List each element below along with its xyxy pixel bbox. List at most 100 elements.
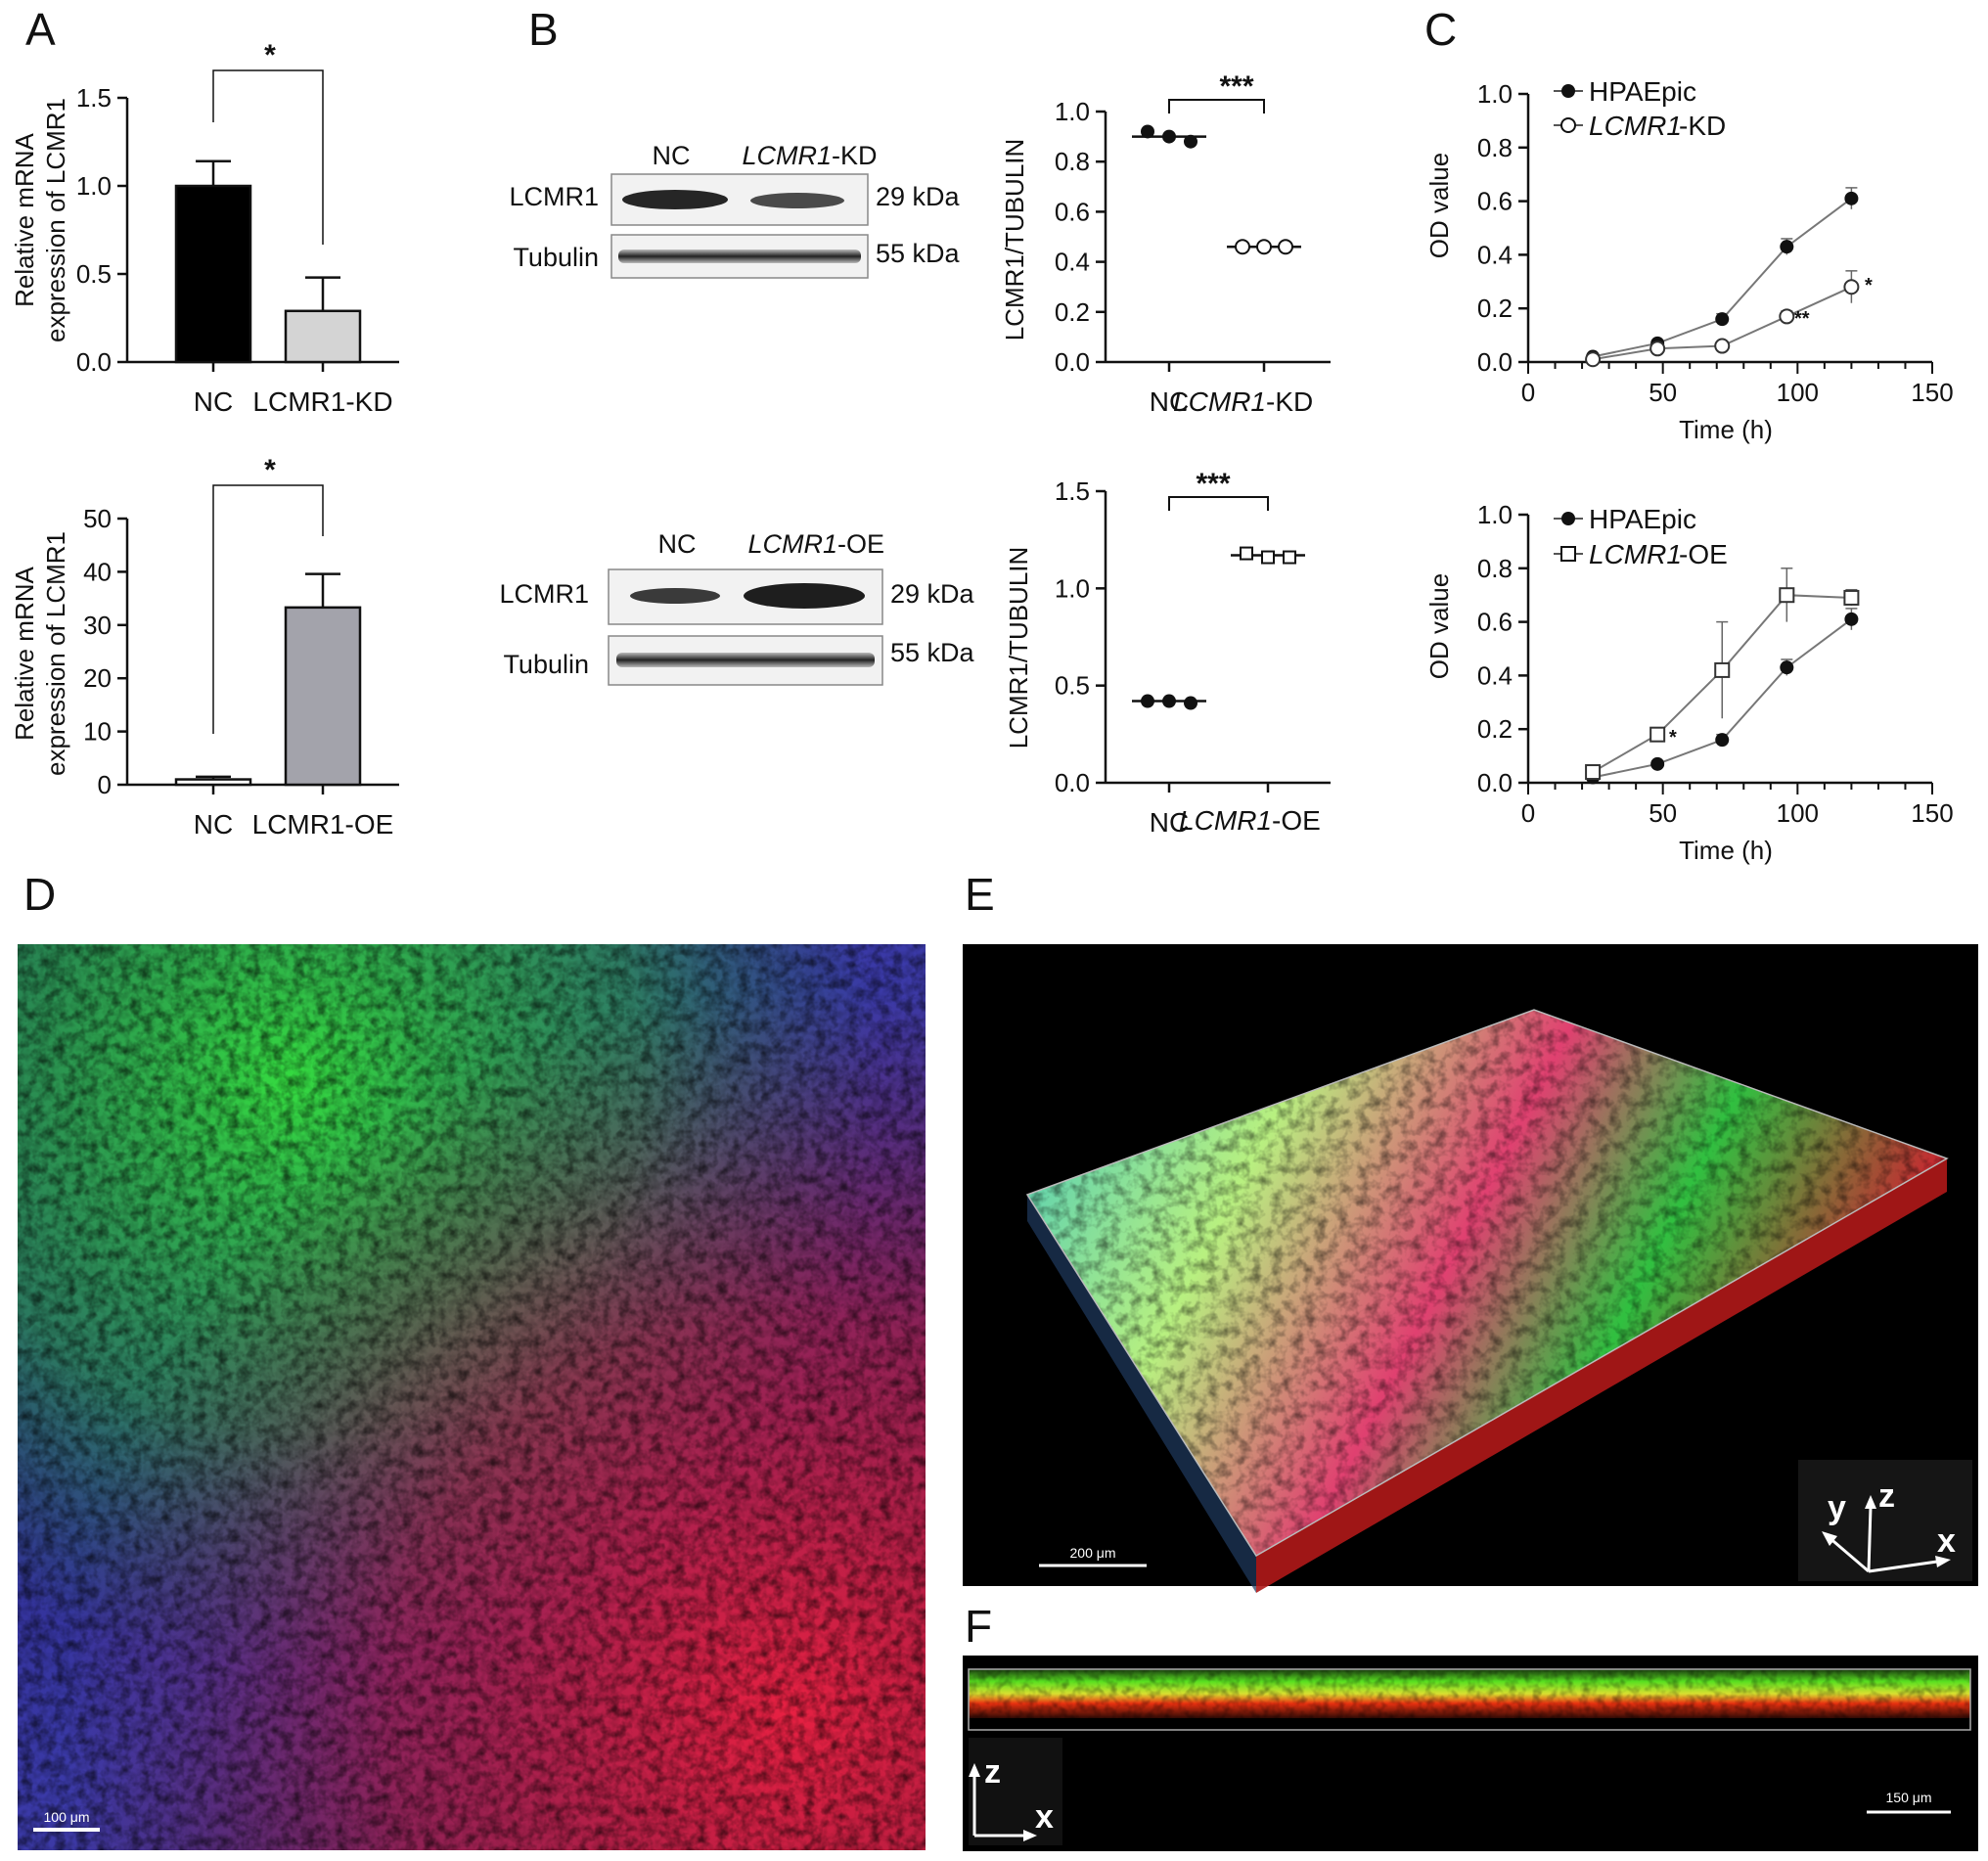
blot-kd-row-tubulin: Tubulin <box>513 243 599 272</box>
blot-oe-tubulin-band <box>616 653 875 667</box>
B_bottom-significance-bracket <box>1168 496 1269 511</box>
image-e-axis-z-arrow <box>1865 1495 1876 1509</box>
panel-letter-a: A <box>25 4 56 55</box>
c-bottom-xlabel: Time (h) <box>1679 836 1773 865</box>
blot-kd-lane-suffix: -KD <box>832 141 878 170</box>
blot-kd-kda-55: 55 kDa <box>876 239 961 268</box>
image-f-axis-x-label: x <box>1035 1798 1054 1836</box>
western-blot-oe: NC LCMR1 -OE LCMR1 Tubulin 29 kDa 55 kDa <box>499 529 975 686</box>
microscopy-image-e: 200 μm y z x <box>963 944 1978 1593</box>
image-e-axis-y-label: y <box>1828 1489 1846 1526</box>
C_top-ytick-label: 0.8 <box>1477 133 1513 162</box>
A_top-bar <box>284 309 362 364</box>
A_top-ytick-label: 0.0 <box>76 347 112 377</box>
blot-oe-row-lcmr1: LCMR1 <box>499 579 589 609</box>
A_top-ytick-label: 0.5 <box>76 259 112 289</box>
A_bottom-ytick-label: 0 <box>98 770 112 799</box>
c-bottom-legend-oe-suffix: -OE <box>1679 539 1728 569</box>
B_top-ytick-label: 1.0 <box>1055 97 1090 126</box>
B_bottom-point <box>1283 550 1296 565</box>
image-e-axis-gizmo: y z x <box>1798 1460 1972 1581</box>
c-bottom-legend: HPAEpic LCMR1 -OE <box>1554 504 1728 569</box>
chart-c-bottom: 0.0 0.2 0.4 0.6 0.8 1.0 0 50 100 150 * <box>1477 500 1954 828</box>
C_bottom-ytick-label: 1.0 <box>1477 500 1513 529</box>
panel-letter-f: F <box>965 1601 992 1652</box>
A_bottom-ytick-label: 30 <box>83 611 112 640</box>
c-bottom-ylabel: OD value <box>1424 573 1454 679</box>
c-bottom-legend-hpaepic: HPAEpic <box>1589 504 1696 534</box>
B_bottom-category-label: NC <box>1150 807 1189 838</box>
C_bottom-point <box>1715 733 1730 748</box>
image-e-axis-z-label: z <box>1878 1477 1895 1515</box>
B_top-point <box>1256 239 1272 255</box>
a-top-significance: * <box>264 39 276 71</box>
b-bottom-significance: *** <box>1196 468 1230 500</box>
blot-kd-row-lcmr1: LCMR1 <box>509 182 599 211</box>
C_bottom-point <box>1585 764 1602 781</box>
image-e-axis-x-label: x <box>1937 1522 1956 1560</box>
A_top-ytick-label: 1.0 <box>76 171 112 201</box>
image-f-axis-z-arrow <box>969 1763 980 1777</box>
B_bottom-point <box>1240 546 1253 561</box>
C_top-series-line <box>1592 198 1852 358</box>
blot-kd-tubulin-band <box>618 250 861 263</box>
c-bottom-significance-48h: * <box>1669 727 1677 749</box>
B_bottom-point <box>1162 694 1176 708</box>
C_top-point <box>1714 338 1731 354</box>
image-e-volume-texture <box>1027 1010 1947 1556</box>
C_top-point <box>1780 240 1794 254</box>
chart-b-top: 0.0 0.2 0.4 0.6 0.8 1.0 NC <box>1055 97 1331 417</box>
C_bottom-point <box>1844 612 1859 626</box>
b-bottom-ylabel: LCMR1/TUBULIN <box>1004 547 1033 749</box>
blot-kd-lcmr1-band-kd <box>750 193 844 208</box>
A_bottom-category-label: NC <box>194 809 233 840</box>
image-f-axis-z-label: z <box>984 1753 1001 1791</box>
blot-oe-lcmr1-band-oe <box>744 583 865 609</box>
A_bottom-ytick-label: 40 <box>83 557 112 586</box>
c-top-legend-marker-hpaepic <box>1561 84 1575 98</box>
B_top-point <box>1184 134 1197 149</box>
western-blot-kd: NC LCMR1 -KD LCMR1 Tubulin 29 kDa 55 kDa <box>509 141 961 279</box>
B_bottom-point <box>1184 696 1197 710</box>
C_top-point <box>1649 340 1666 357</box>
B_bottom-ytick-label: 0.0 <box>1055 768 1090 797</box>
image-e-volume-edge <box>1027 1195 1256 1593</box>
C_top-ytick-label: 1.0 <box>1477 79 1513 109</box>
image-e-scalebar-label: 200 μm <box>1070 1545 1116 1561</box>
c-top-legend-marker-kd <box>1560 117 1576 133</box>
B_bottom-ytick-label: 0.5 <box>1055 671 1090 701</box>
blot-kd-kda-29: 29 kDa <box>876 182 961 211</box>
microscopy-image-d: 100 μm <box>18 944 926 1850</box>
c-top-significance-120h: * <box>1865 275 1873 296</box>
image-f-texture <box>969 1669 1970 1718</box>
B_bottom-ytick-label: 1.0 <box>1055 573 1090 603</box>
C_bottom-xtick-label: 0 <box>1521 798 1535 828</box>
panel-letter-d: D <box>23 869 56 920</box>
c-bottom-legend-oe-gene: LCMR1 <box>1589 539 1682 569</box>
B_top-ytick-label: 0.6 <box>1055 197 1090 226</box>
blot-kd-lane-gene: LCMR1 <box>742 141 832 170</box>
blot-kd-lane-nc: NC <box>653 141 691 170</box>
B_top-point <box>1235 239 1250 255</box>
c-top-legend-hpaepic: HPAEpic <box>1589 76 1696 107</box>
B_top-point <box>1162 129 1176 144</box>
C_top-point <box>1844 191 1859 205</box>
a-top-ylabel-2: expression of LCMR1 <box>41 98 70 342</box>
A_bottom-ytick-label: 10 <box>83 717 112 747</box>
C_top-xtick-label: 0 <box>1521 378 1535 407</box>
c-top-legend-kd-suffix: -KD <box>1679 111 1726 141</box>
A_bottom-ytick-label: 20 <box>83 663 112 693</box>
C_top-ytick-label: 0.2 <box>1477 294 1513 323</box>
a-bottom-significance: * <box>264 454 276 486</box>
C_bottom-xtick-label: 50 <box>1649 798 1677 828</box>
a-bottom-ylabel-2: expression of LCMR1 <box>41 531 70 776</box>
chart-b-bottom: 0.0 0.5 1.0 1.5 NC <box>1055 477 1331 838</box>
blot-oe-row-tubulin: Tubulin <box>503 650 589 679</box>
blot-oe-kda-55: 55 kDa <box>890 638 975 667</box>
A_bottom-ytick-label: 50 <box>83 504 112 533</box>
c-bottom-legend-marker-oe <box>1560 546 1576 562</box>
A_top-category-label: LCMR1-KD <box>252 386 392 417</box>
c-top-xlabel: Time (h) <box>1679 415 1773 444</box>
chart-a-bottom: 0 10 20 30 40 50 NC LCMR1-OE <box>83 484 399 840</box>
image-e-axis-z-line <box>1867 1506 1873 1572</box>
